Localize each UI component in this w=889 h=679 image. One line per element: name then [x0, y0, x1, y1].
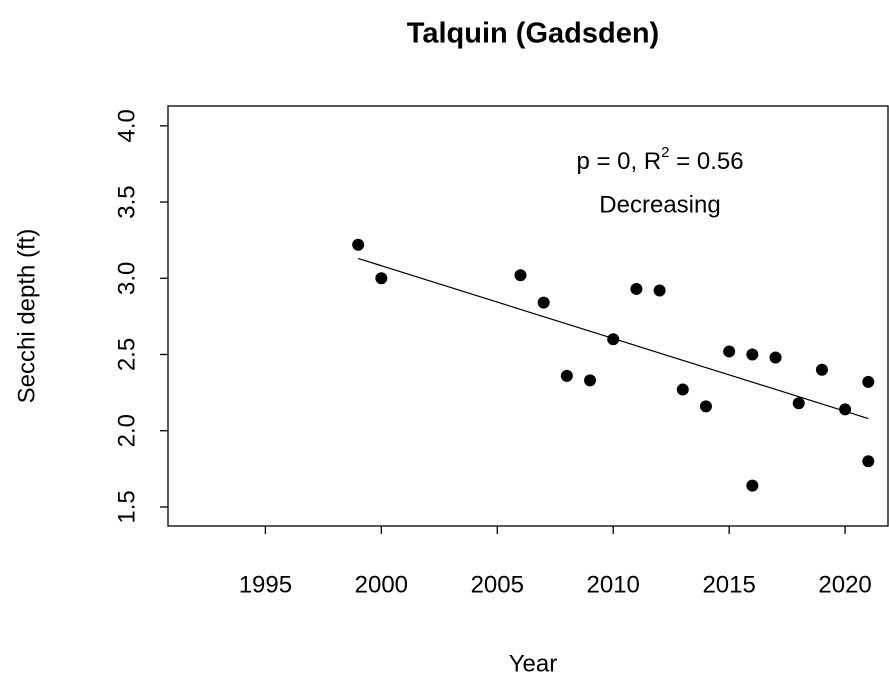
- data-point: [584, 374, 597, 387]
- data-point: [537, 296, 550, 309]
- data-point: [352, 238, 365, 251]
- data-point: [653, 284, 666, 297]
- data-point: [514, 269, 527, 282]
- stat-annotation: p = 0, R2 = 0.56: [576, 144, 743, 175]
- x-axis-title: Year: [509, 650, 558, 677]
- data-point: [769, 351, 782, 364]
- data-point: [746, 479, 759, 492]
- chart-title: Talquin (Gadsden): [407, 18, 659, 50]
- data-point: [792, 397, 805, 410]
- y-tick-label: 1.5: [113, 490, 140, 523]
- data-point: [815, 363, 828, 376]
- y-tick-label: 3.5: [113, 185, 140, 218]
- x-tick-label: 2000: [355, 571, 408, 598]
- stat-prefix: p = 0, R: [576, 148, 661, 175]
- data-point: [375, 272, 388, 285]
- y-tick-label: 2.5: [113, 338, 140, 371]
- plot-frame: [167, 105, 889, 527]
- x-tick-label: 2020: [818, 571, 871, 598]
- trend-label: Decreasing: [599, 191, 720, 218]
- data-point: [699, 400, 712, 413]
- x-tick-label: 2010: [587, 571, 640, 598]
- data-point: [862, 455, 875, 468]
- y-axis-title: Secchi depth (ft): [13, 229, 40, 404]
- data-point: [676, 383, 689, 396]
- data-point: [607, 333, 620, 346]
- y-tick-label: 3.0: [113, 262, 140, 295]
- x-tick-label: 1995: [239, 571, 292, 598]
- stat-superscript: 2: [661, 144, 669, 161]
- data-point: [630, 282, 643, 295]
- x-tick-label: 2005: [471, 571, 524, 598]
- y-tick-label: 4.0: [113, 109, 140, 142]
- data-point: [862, 375, 875, 388]
- data-point: [746, 348, 759, 361]
- data-point: [723, 345, 736, 358]
- x-tick-label: 2015: [702, 571, 755, 598]
- y-tick-label: 2.0: [113, 414, 140, 447]
- data-point: [839, 403, 852, 416]
- data-point: [560, 369, 573, 382]
- stat-suffix: = 0.56: [670, 148, 744, 175]
